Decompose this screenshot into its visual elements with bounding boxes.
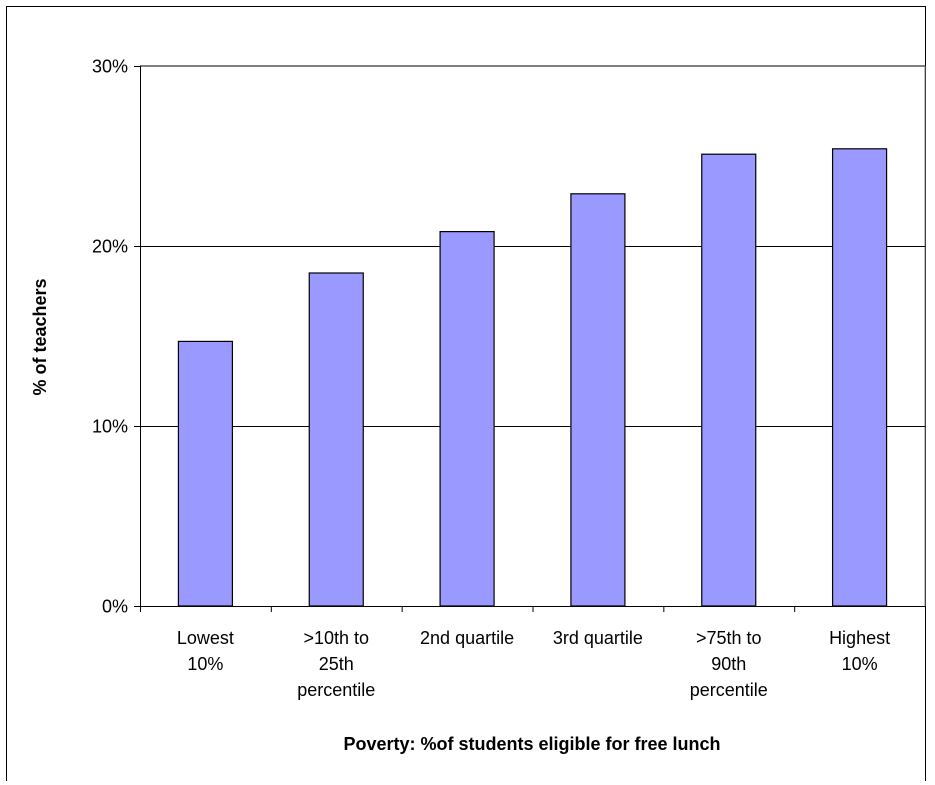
x-tick-label-line: Lowest: [177, 628, 234, 648]
bar: [439, 231, 495, 607]
x-tick-label-line: 25th: [319, 654, 354, 674]
x-tick-label-line: >10th to: [303, 628, 369, 648]
bar: [701, 153, 757, 607]
bar: [308, 272, 364, 607]
x-tick-label-line: 2nd quartile: [420, 628, 514, 648]
x-tick-label-line: 10%: [187, 654, 223, 674]
y-tick-label: 10%: [92, 417, 128, 437]
x-tick-label: Lowest 10%: [177, 628, 234, 674]
x-axis-title: Poverty: %of students eligible for free …: [343, 734, 720, 754]
x-tick-label-line: >75th to: [696, 628, 762, 648]
x-tick-label-line: Highest: [829, 628, 890, 648]
x-tick-labels: Lowest 10% >10th to 25th percentile 2nd quart…: [177, 628, 890, 700]
y-tick-labels: 0% 10% 20% 30%: [92, 57, 128, 617]
x-tick-label: >75th to 90th percentile: [690, 628, 768, 700]
y-tick-label: 0%: [102, 597, 128, 617]
y-axis-title: % of teachers: [30, 278, 50, 395]
x-tick-label-line: 10%: [842, 654, 878, 674]
gridlines: [140, 65, 926, 606]
y-tick-label: 20%: [92, 237, 128, 257]
x-tick-label: >10th to 25th percentile: [297, 628, 375, 700]
x-tick-label: Highest 10%: [829, 628, 890, 674]
bars: [177, 148, 888, 607]
x-tick-label-line: percentile: [690, 680, 768, 700]
x-tick-label-line: 3rd quartile: [553, 628, 643, 648]
x-tick-label-line: 90th: [711, 654, 746, 674]
x-tick-label: 2nd quartile: [420, 628, 514, 648]
x-tick-label: 3rd quartile: [553, 628, 643, 648]
axes: [134, 66, 926, 612]
bar: [177, 340, 234, 607]
y-tick-label: 30%: [92, 57, 128, 77]
bar: [570, 193, 626, 607]
bar: [831, 148, 888, 607]
x-tick-label-line: percentile: [297, 680, 375, 700]
